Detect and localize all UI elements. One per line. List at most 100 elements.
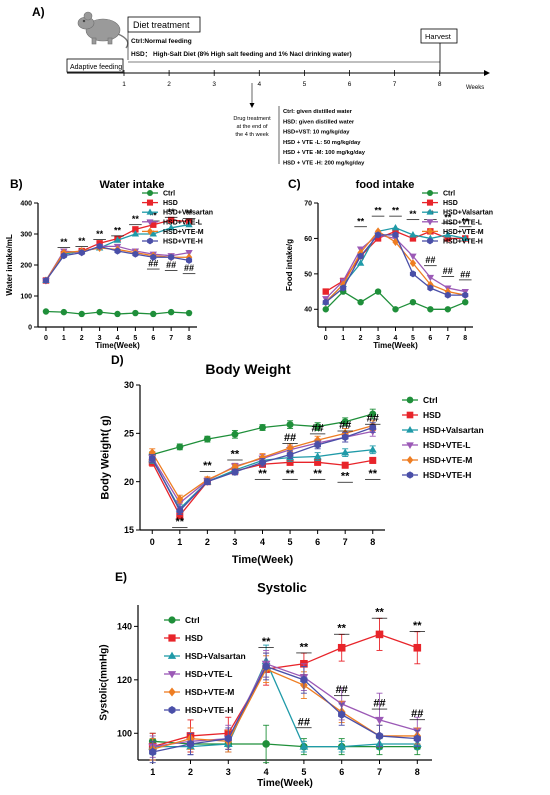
significance-mark: ## — [312, 422, 324, 434]
diet-title: Diet treatment — [133, 20, 190, 30]
data-point — [204, 477, 211, 486]
significance-mark: ## — [184, 263, 194, 273]
significance-mark: ** — [286, 468, 295, 480]
mouse-icon — [77, 11, 129, 49]
data-point — [132, 250, 139, 258]
legend-marker — [406, 426, 414, 433]
x-axis-label: Time(Week) — [232, 554, 294, 566]
data-point — [413, 643, 422, 652]
legend-marker — [168, 616, 176, 624]
x-tick-label: 2 — [188, 767, 193, 777]
legend-marker — [146, 227, 154, 236]
significance-mark: ** — [357, 216, 365, 226]
significance-mark: ** — [413, 620, 422, 632]
y-tick-label: 140 — [117, 622, 132, 632]
significance-mark: ** — [462, 216, 470, 226]
significance-mark: ** — [150, 211, 158, 221]
data-point — [148, 454, 156, 463]
drug-caption-line: at the end of — [236, 124, 268, 130]
data-point — [369, 456, 377, 464]
x-axis-label: Time(Week) — [257, 778, 313, 789]
timeline-tick-label: 6 — [348, 81, 352, 88]
x-tick-label: 6 — [339, 767, 344, 777]
data-point — [150, 253, 157, 261]
data-point — [131, 230, 140, 237]
series-ctrl — [148, 408, 377, 459]
x-tick-label: 1 — [150, 767, 155, 777]
data-point — [185, 309, 193, 317]
legend-marker — [146, 208, 154, 215]
significance-mark: ** — [114, 225, 122, 235]
data-point — [409, 259, 417, 268]
series-line — [152, 662, 418, 748]
x-tick-label: 8 — [187, 335, 191, 342]
data-point — [149, 747, 157, 757]
legend-label: HSD+VTE-H — [443, 238, 483, 245]
legend: Ctrl HSD HSD+Valsartan HSD+VTE-L HSD+VTE-M HS… — [422, 189, 493, 245]
significance-mark: ** — [313, 468, 322, 480]
timeline-tick-label: 5 — [303, 81, 307, 88]
panel-label: C) — [288, 177, 301, 191]
significance-mark: ** — [262, 636, 271, 648]
data-point — [392, 228, 399, 235]
legend-label: HSD+VTE-L — [423, 440, 470, 450]
legend-label: HSD+VTE-M — [163, 229, 204, 236]
significance-mark: ** — [337, 623, 346, 635]
data-point — [314, 423, 322, 431]
chart-title: food intake — [356, 179, 415, 191]
data-point — [427, 306, 434, 313]
data-point — [96, 242, 103, 250]
legend-label: Ctrl — [423, 395, 438, 405]
significance-mark: ** — [186, 208, 194, 218]
data-point — [286, 458, 294, 466]
timeline-tick-label: 4 — [257, 81, 261, 88]
data-point — [231, 430, 239, 438]
legend-label: HSD+Valsartan — [423, 425, 484, 435]
data-point — [286, 443, 294, 453]
chart-systolic: E) Systolic 100 120 140 1 2 3 4 5 6 7 8 Time(Week) Sys… — [99, 570, 432, 789]
data-point — [391, 223, 400, 231]
legend-label: HSD+VTE-M — [423, 455, 472, 465]
data-point — [409, 299, 417, 306]
series-hsd-vte-h — [148, 422, 377, 515]
data-point — [186, 739, 195, 749]
legend-marker — [146, 219, 154, 226]
drug-caption-line: the 4 th week — [235, 132, 268, 138]
y-tick-label: 50 — [304, 271, 312, 278]
significance-mark: ## — [298, 716, 310, 728]
data-point — [231, 468, 239, 476]
adaptive-box — [66, 58, 124, 73]
x-tick-label: 0 — [150, 537, 155, 547]
significance-mark: ** — [231, 449, 240, 461]
data-point — [176, 506, 184, 515]
legend-label: HSD+VTE-M — [185, 687, 234, 697]
data-point — [299, 742, 309, 750]
significance-mark: ## — [460, 269, 470, 279]
x-tick-label: 7 — [169, 335, 173, 342]
legend-label: HSD+VTE-H — [423, 470, 471, 480]
legend-marker — [426, 208, 434, 215]
data-point — [167, 223, 175, 231]
significance-mark: ## — [373, 698, 385, 710]
series-line — [152, 633, 418, 748]
x-tick-label: 2 — [205, 537, 210, 547]
significance-mark: ** — [132, 214, 140, 224]
legend-label: HSD — [443, 200, 458, 207]
significance-mark: ** — [78, 236, 86, 246]
legend-label: Ctrl — [185, 615, 200, 625]
legend-label: HSD+VTE-L — [185, 669, 232, 679]
x-tick-label: 8 — [370, 537, 375, 547]
y-tick-label: 70 — [304, 200, 312, 207]
x-tick-label: 7 — [446, 335, 450, 342]
significance-mark: ## — [148, 259, 158, 269]
data-point — [368, 445, 377, 453]
data-point — [409, 231, 417, 238]
data-point — [167, 216, 175, 224]
series-ctrl — [322, 288, 469, 313]
data-point — [357, 299, 364, 306]
legend-marker — [406, 442, 414, 449]
chart-title: Body Weight — [205, 361, 291, 377]
data-point — [167, 308, 175, 316]
data-point — [313, 452, 322, 460]
